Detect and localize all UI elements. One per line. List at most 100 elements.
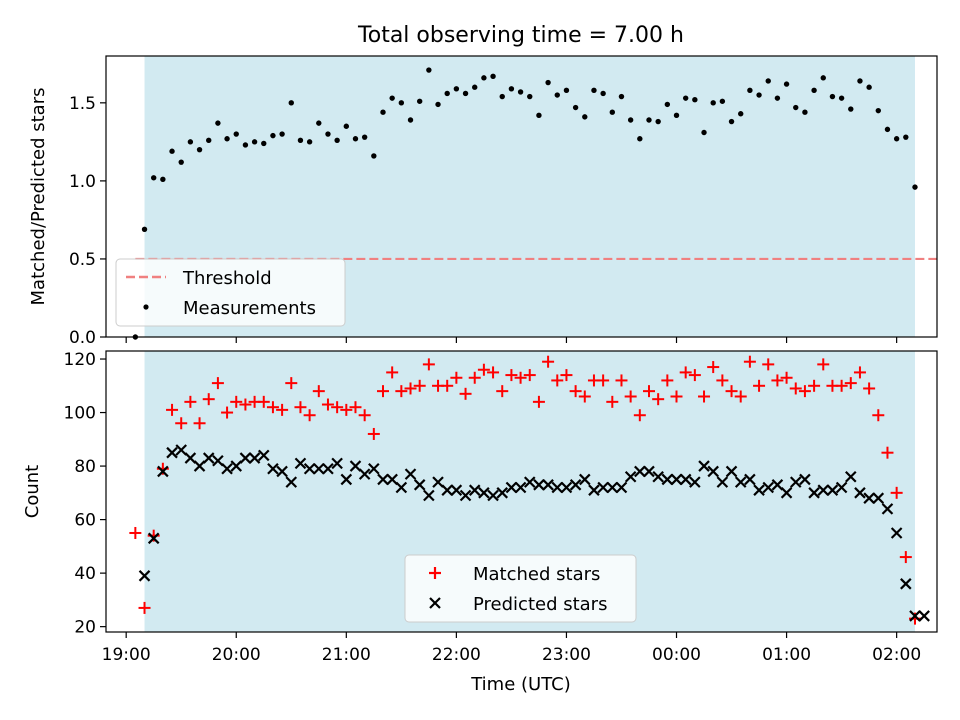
ratio-y-axis-label: Matched/Predicted stars [28, 88, 49, 306]
measurement-point [527, 93, 533, 100]
matched-star-point [349, 401, 362, 414]
count-y-axis-label: Count [22, 465, 43, 518]
matched-star-point [367, 427, 380, 440]
predicted-star-point [248, 452, 261, 464]
matched-star-point [853, 366, 866, 379]
matched-star-point [211, 377, 224, 390]
predicted-star-point [313, 462, 325, 475]
x-tick-label: 00:00 [652, 645, 701, 665]
measurement-point [848, 106, 854, 112]
measurement-point [261, 140, 267, 147]
matched-star-point [661, 374, 674, 387]
legend-measurements-label: Measurements [183, 298, 316, 319]
measurement-point [637, 136, 643, 142]
measurement-point [655, 118, 661, 125]
matched-star-point [743, 355, 756, 368]
matched-star-point [789, 382, 802, 395]
matched-star-point [679, 366, 692, 379]
predicted-star-point [872, 492, 885, 504]
predicted-star-point [413, 479, 426, 491]
ratio-y-tick-label: 1.0 [69, 172, 96, 192]
measurement-point [270, 132, 276, 139]
legend-predicted-label: Predicted stars [473, 594, 607, 615]
matched-star-point [578, 390, 591, 403]
measurement-point [187, 139, 194, 145]
matched-star-point [753, 379, 766, 392]
predicted-star-point [670, 473, 683, 486]
measurement-point [572, 104, 579, 111]
measurement-point [673, 112, 680, 119]
matched-star-point [551, 374, 564, 387]
measurement-point [875, 107, 881, 114]
matched-star-point [780, 371, 793, 384]
matched-star-point [496, 385, 509, 398]
measurement-point [206, 137, 212, 143]
predicted-star-point [505, 481, 518, 494]
ratio-panel: 0.0 0.5 1.0 1.5 Matched/Predicted stars Thr… [28, 55, 938, 348]
predicted-star-point [835, 481, 848, 494]
legend-matched-label: Matched stars [473, 564, 600, 585]
measurement-point [829, 93, 836, 100]
matched-star-point [285, 377, 298, 390]
count-y-ticks: 20 40 60 80 100 120 [64, 350, 106, 638]
measurement-point [490, 73, 496, 79]
predicted-star-point [368, 462, 380, 475]
measurement-point [316, 120, 322, 126]
measurement-point [884, 126, 891, 133]
measurement-point [857, 78, 863, 84]
predicted-star-point [166, 446, 178, 459]
matched-star-point [340, 403, 353, 416]
x-tick-label: 02:00 [872, 645, 921, 665]
predicted-star-point [276, 465, 288, 478]
ratio-axes-frame [105, 55, 938, 338]
predicted-star-point [698, 460, 710, 472]
measurement-point [426, 67, 432, 73]
predicted-star-point [294, 457, 307, 470]
matched-star-point [266, 401, 279, 414]
ratio-y-tick-label: 0.0 [69, 328, 96, 348]
matched-star-point [688, 369, 701, 382]
measurement-point [233, 131, 239, 137]
predicted-star-point [147, 532, 160, 545]
predicted-star-point [478, 487, 490, 499]
predicted-star-point [202, 452, 215, 464]
predicted-star-point [799, 473, 811, 486]
count-axes-frame [105, 350, 938, 633]
measurement-point [646, 117, 652, 123]
predicted-star-point [615, 481, 628, 494]
matched-star-point [221, 406, 234, 419]
matched-star-point [239, 398, 252, 411]
ratio-legend: Threshold Measurements [115, 258, 346, 327]
predicted-star-point [450, 484, 463, 496]
measurement-point [692, 97, 698, 103]
measurement-point [765, 78, 771, 84]
ratio-legend-box [115, 258, 346, 327]
predicted-star-point [285, 476, 298, 488]
measurement-point [774, 95, 781, 101]
measurement-point [627, 117, 634, 123]
measurement-point [453, 86, 460, 92]
measurement-point [719, 98, 726, 104]
measurement-point [820, 75, 826, 81]
measurement-point [866, 84, 872, 90]
predicted-star-point [257, 449, 270, 462]
predicted-star-point [340, 473, 353, 486]
predicted-star-point [514, 481, 527, 494]
predicted-star-point [725, 465, 738, 478]
measurement-point [756, 92, 762, 98]
matched-star-point [129, 526, 142, 539]
legend-measurements-swatch [143, 304, 149, 310]
matched-star-point [817, 358, 830, 371]
count-y-tick-label: 120 [64, 350, 96, 370]
predicted-star-point [432, 476, 444, 488]
measurement-point [710, 100, 716, 106]
matched-star-point [175, 417, 188, 430]
measurement-point [325, 131, 331, 137]
predicted-star-point [459, 489, 472, 502]
predicted-star-point [679, 473, 692, 486]
x-tick-label: 20:00 [212, 645, 261, 665]
predicted-star-point [643, 465, 655, 478]
measurement-point [160, 176, 166, 183]
matched-star-point [441, 379, 454, 392]
